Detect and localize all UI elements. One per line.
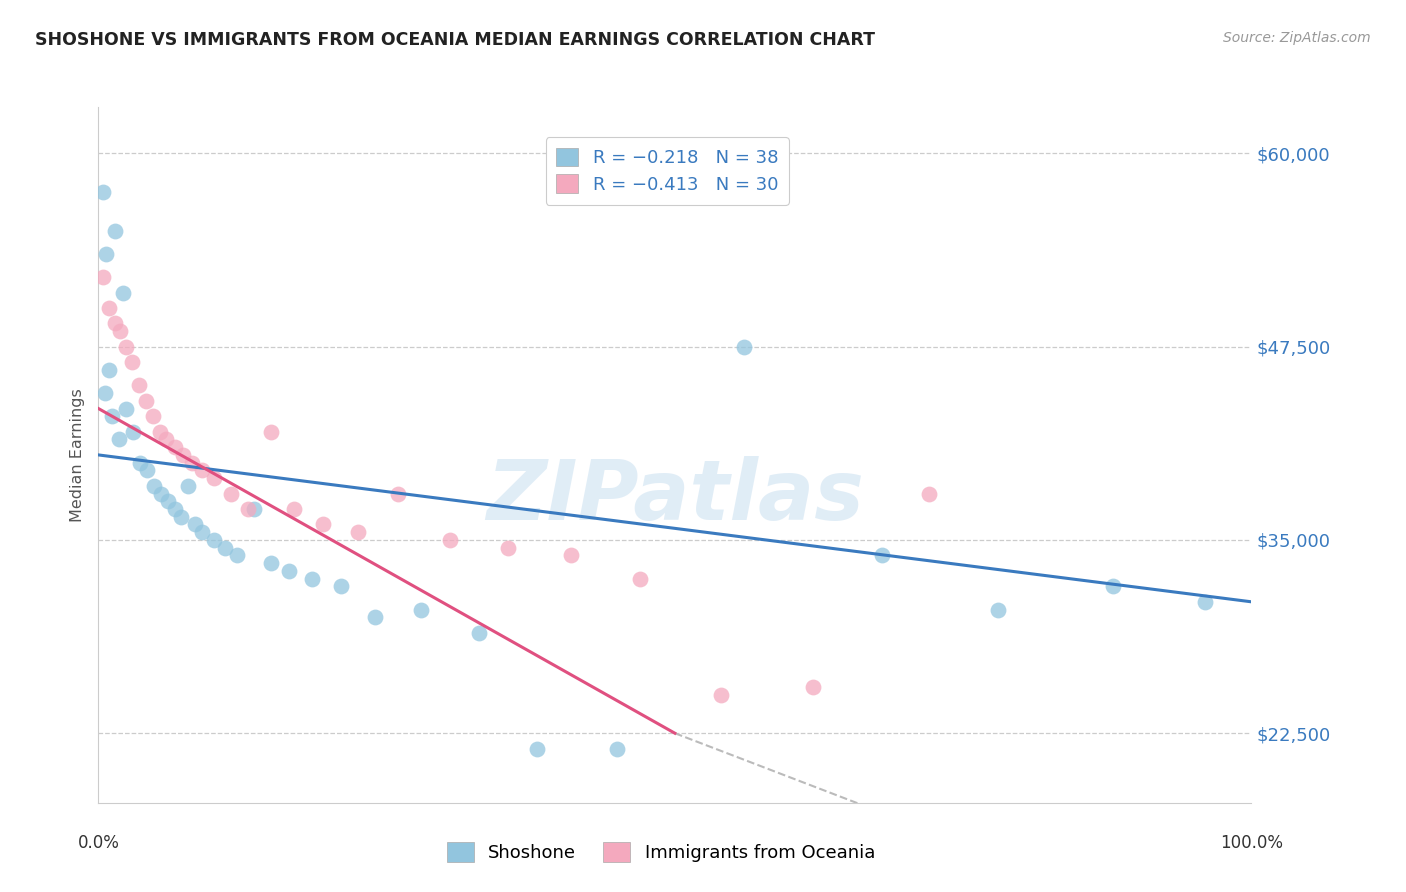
Point xyxy=(411,602,433,616)
Point xyxy=(115,340,138,354)
Point xyxy=(387,486,409,500)
Point xyxy=(163,502,186,516)
Point xyxy=(111,285,134,300)
Legend: Shoshone, Immigrants from Oceania: Shoshone, Immigrants from Oceania xyxy=(439,835,883,870)
Point xyxy=(97,363,120,377)
Point xyxy=(560,549,582,563)
Point xyxy=(606,741,628,756)
Text: 100.0%: 100.0% xyxy=(1220,834,1282,852)
Point xyxy=(238,502,260,516)
Point xyxy=(97,301,120,315)
Point xyxy=(346,525,368,540)
Text: SHOSHONE VS IMMIGRANTS FROM OCEANIA MEDIAN EARNINGS CORRELATION CHART: SHOSHONE VS IMMIGRANTS FROM OCEANIA MEDI… xyxy=(35,31,875,49)
Y-axis label: Median Earnings: Median Earnings xyxy=(70,388,86,522)
Point xyxy=(710,688,733,702)
Point xyxy=(128,378,150,392)
Point xyxy=(94,386,117,401)
Point xyxy=(917,486,939,500)
Point xyxy=(733,340,755,354)
Point xyxy=(135,393,157,408)
Point xyxy=(468,625,491,640)
Point xyxy=(191,463,214,477)
Point xyxy=(122,425,145,439)
Point xyxy=(121,355,143,369)
Point xyxy=(180,456,202,470)
Point xyxy=(142,479,165,493)
Point xyxy=(172,448,194,462)
Point xyxy=(191,525,214,540)
Point xyxy=(329,579,352,593)
Point xyxy=(312,517,335,532)
Point xyxy=(301,572,323,586)
Point xyxy=(156,494,179,508)
Text: 0.0%: 0.0% xyxy=(77,834,120,852)
Legend: R = −0.218   N = 38, R = −0.413   N = 30: R = −0.218 N = 38, R = −0.413 N = 30 xyxy=(546,137,789,204)
Text: ZIPatlas: ZIPatlas xyxy=(486,456,863,537)
Point xyxy=(225,549,247,563)
Point xyxy=(110,324,132,338)
Point xyxy=(135,463,157,477)
Point xyxy=(987,602,1010,616)
Point xyxy=(91,185,114,199)
Point xyxy=(260,425,283,439)
Point xyxy=(277,564,299,578)
Point xyxy=(526,741,548,756)
Point xyxy=(872,549,894,563)
Point xyxy=(91,270,114,285)
Point xyxy=(142,409,165,424)
Text: Source: ZipAtlas.com: Source: ZipAtlas.com xyxy=(1223,31,1371,45)
Point xyxy=(96,247,118,261)
Point xyxy=(149,486,172,500)
Point xyxy=(214,541,236,555)
Point xyxy=(1194,595,1216,609)
Point xyxy=(163,440,186,454)
Point xyxy=(155,433,177,447)
Point xyxy=(103,224,125,238)
Point xyxy=(103,317,125,331)
Point xyxy=(801,680,824,694)
Point xyxy=(628,572,651,586)
Point xyxy=(101,409,124,424)
Point xyxy=(202,471,225,485)
Point xyxy=(260,556,283,570)
Point xyxy=(439,533,461,547)
Point xyxy=(202,533,225,547)
Point xyxy=(177,479,200,493)
Point xyxy=(170,509,193,524)
Point xyxy=(364,610,387,624)
Point xyxy=(184,517,207,532)
Point xyxy=(219,486,242,500)
Point xyxy=(148,425,170,439)
Point xyxy=(129,456,152,470)
Point xyxy=(1102,579,1125,593)
Point xyxy=(108,433,131,447)
Point xyxy=(283,502,305,516)
Point xyxy=(115,401,138,416)
Point xyxy=(496,541,519,555)
Point xyxy=(243,502,266,516)
